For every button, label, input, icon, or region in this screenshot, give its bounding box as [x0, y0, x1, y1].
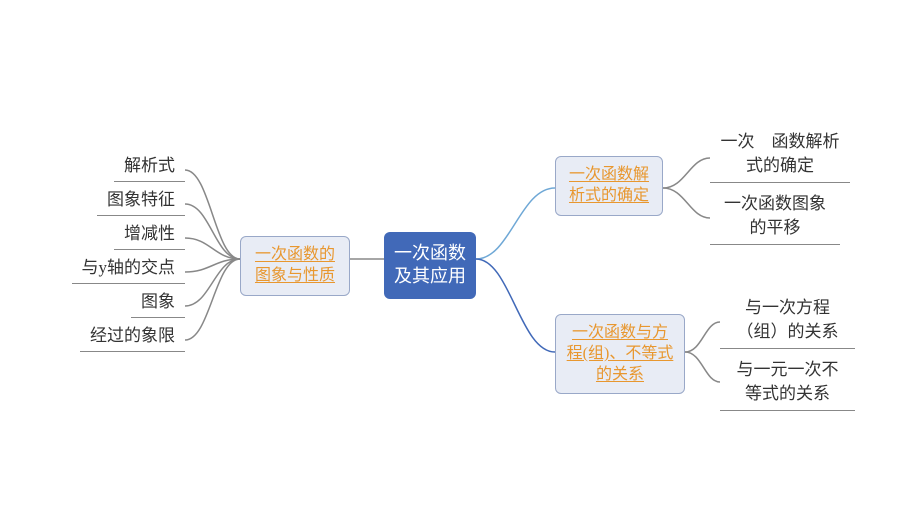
left-leaf-1: 图象特征: [97, 187, 185, 216]
right-bottom-leaf-0: 与一次方程（组）的关系: [720, 294, 855, 349]
right-top-leaf-0: 一次 函数解析式的确定: [710, 128, 850, 183]
left-leaf-5: 经过的象限: [80, 323, 185, 352]
right-bottom-leaf-1: 与一元一次不等式的关系: [720, 356, 855, 411]
right-bottom-branch-node[interactable]: 一次函数与方程(组)、不等式的关系: [555, 314, 685, 394]
center-node: 一次函数及其应用: [384, 232, 476, 299]
right-top-leaf-1: 一次函数图象的平移: [710, 190, 840, 245]
right-top-branch-node[interactable]: 一次函数解析式的确定: [555, 156, 663, 216]
left-leaf-2: 增减性: [114, 221, 185, 250]
left-leaf-3: 与y轴的交点: [72, 255, 186, 284]
left-leaf-4: 图象: [131, 289, 185, 318]
left-leaf-0: 解析式: [114, 153, 185, 182]
left-branch-node[interactable]: 一次函数的图象与性质: [240, 236, 350, 296]
